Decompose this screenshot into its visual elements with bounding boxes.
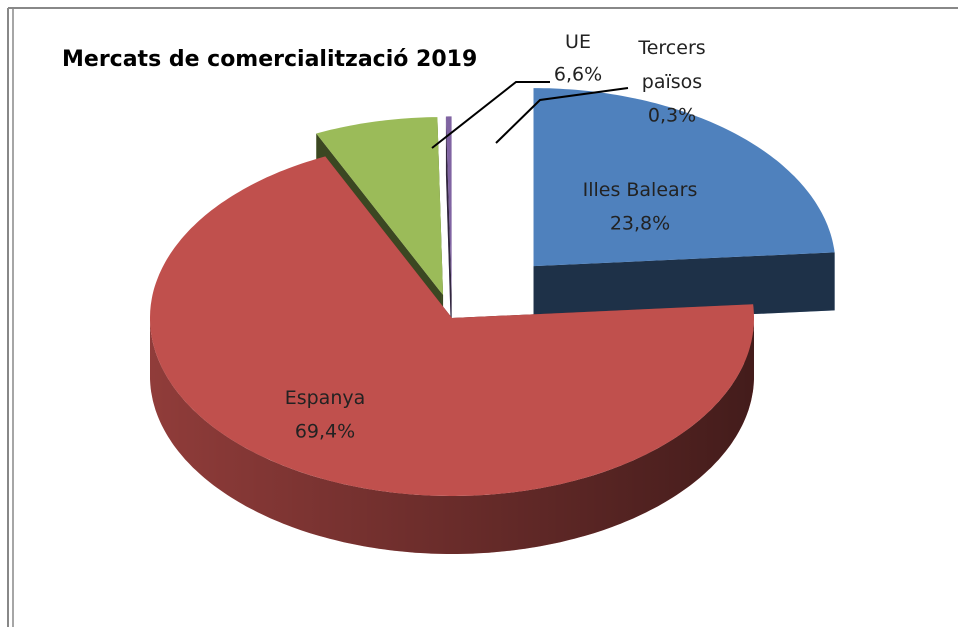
- slice-label-line: Tercers: [637, 37, 705, 59]
- slice-label-line: UE: [565, 31, 591, 53]
- slice-label-line: Espanya: [285, 387, 366, 409]
- slice-label-line: Illes Balears: [583, 179, 698, 201]
- slice-face-shade: [533, 252, 835, 325]
- slice-top: [445, 116, 452, 295]
- labels: Illes Balears 23,8% Espanya 69,4% UE 6,6% Terc…: [285, 31, 706, 443]
- slice-value-label: 69,4%: [295, 421, 355, 443]
- slice-face-shade: [445, 116, 452, 353]
- slice-label: Espanya: [285, 387, 366, 409]
- slice: [445, 116, 452, 353]
- chart-title: Mercats de comercialització 2019: [62, 47, 477, 72]
- slice-label: Tercers països: [637, 37, 705, 93]
- slice: [150, 156, 754, 554]
- leader-line: [431, 81, 550, 149]
- slice-top: [316, 117, 444, 296]
- slice-value-label: 6,6%: [554, 64, 602, 86]
- pie: [150, 88, 835, 554]
- slice-value-label: 23,8%: [610, 213, 670, 235]
- slice-label-line: països: [642, 71, 702, 93]
- slice-label: UE: [565, 31, 591, 53]
- slice-wall-shade: [150, 318, 754, 554]
- slice-top: [150, 156, 754, 496]
- slice-top: [533, 88, 835, 267]
- slice-value-label: 0,3%: [648, 105, 696, 127]
- slice-label: Illes Balears: [583, 179, 698, 201]
- leader-line: [495, 87, 629, 144]
- slice: [533, 88, 835, 325]
